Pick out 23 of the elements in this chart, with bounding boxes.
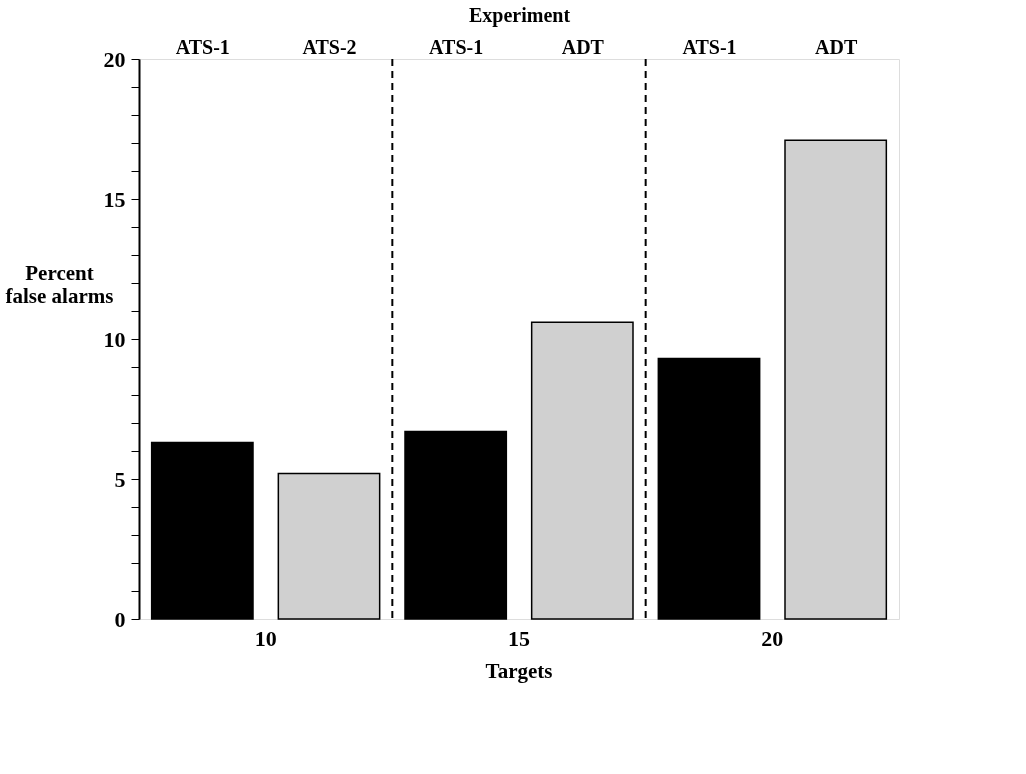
text: 20 bbox=[761, 626, 784, 651]
text: 15 bbox=[508, 626, 530, 651]
y-tick-label: 0 bbox=[114, 606, 126, 632]
text: 10 bbox=[254, 626, 277, 651]
x-tick-label: ADT bbox=[815, 35, 858, 58]
x2-axis-title: Experiment bbox=[468, 3, 571, 27]
x-tick-label: ATS-1 bbox=[429, 35, 484, 58]
x-axis-title: Targets bbox=[485, 659, 553, 683]
x-tick-label: ADT bbox=[561, 35, 605, 58]
bar bbox=[404, 430, 508, 620]
bar bbox=[530, 321, 634, 620]
y-tick-label: 15 bbox=[103, 186, 126, 212]
bar bbox=[784, 139, 888, 620]
x-tick-label: ATS-1 bbox=[682, 35, 737, 58]
bar bbox=[657, 357, 761, 620]
y-tick-label: 10 bbox=[103, 326, 126, 352]
bar bbox=[277, 472, 381, 620]
x-tick-label: ATS-1 bbox=[175, 35, 230, 58]
y-tick-label: 5 bbox=[114, 466, 126, 492]
y-axis-title: Percent false alarms bbox=[5, 260, 114, 308]
y-tick-label: 20 bbox=[103, 46, 126, 72]
bar bbox=[150, 441, 254, 620]
x-tick-label: ATS-2 bbox=[302, 35, 357, 58]
